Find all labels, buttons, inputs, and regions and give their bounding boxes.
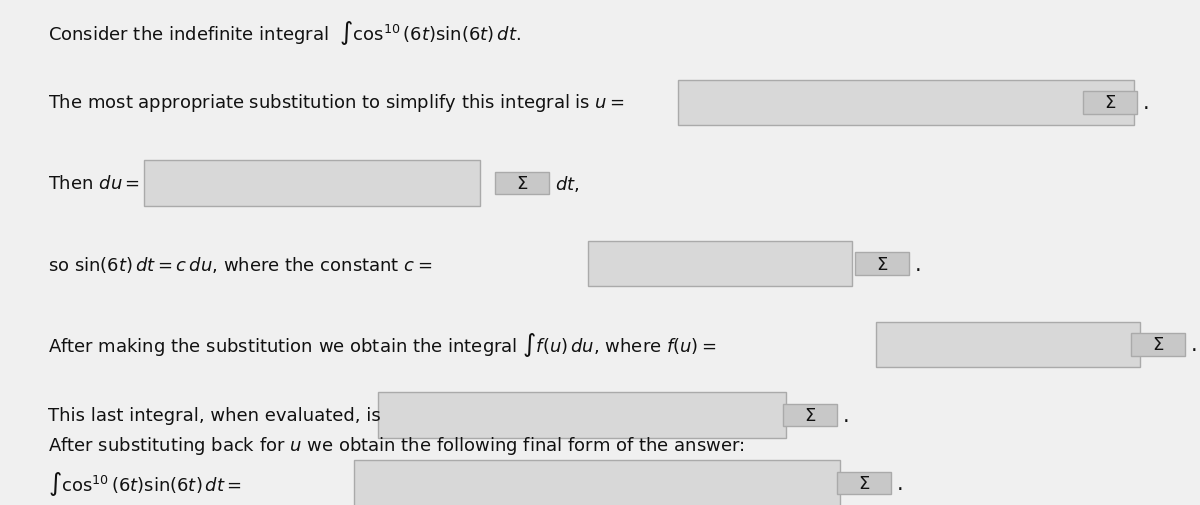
- FancyBboxPatch shape: [144, 161, 480, 206]
- Text: .: .: [896, 473, 904, 493]
- Text: $\Sigma$: $\Sigma$: [1104, 94, 1116, 112]
- Text: $\Sigma$: $\Sigma$: [804, 406, 816, 424]
- Text: $\int \cos^{10}(6t)\sin(6t)\,dt =$: $\int \cos^{10}(6t)\sin(6t)\,dt =$: [48, 469, 242, 497]
- FancyBboxPatch shape: [838, 472, 892, 494]
- FancyBboxPatch shape: [496, 172, 550, 195]
- Text: Then $du =$: Then $du =$: [48, 175, 140, 192]
- FancyBboxPatch shape: [854, 253, 910, 275]
- Text: The most appropriate substitution to simplify this integral is $u =$: The most appropriate substitution to sim…: [48, 92, 625, 114]
- FancyBboxPatch shape: [378, 392, 786, 438]
- FancyBboxPatch shape: [1084, 92, 1138, 115]
- FancyBboxPatch shape: [784, 403, 838, 426]
- FancyBboxPatch shape: [678, 80, 1134, 126]
- Text: .: .: [1190, 335, 1198, 355]
- Text: so $\sin(6t)\,dt = c\,du$, where the constant $c =$: so $\sin(6t)\,dt = c\,du$, where the con…: [48, 254, 432, 274]
- FancyBboxPatch shape: [1132, 333, 1186, 356]
- Text: After substituting back for $u$ we obtain the following final form of the answer: After substituting back for $u$ we obtai…: [48, 434, 745, 456]
- Text: $\Sigma$: $\Sigma$: [858, 474, 870, 492]
- Text: .: .: [842, 405, 850, 425]
- Text: This last integral, when evaluated, is: This last integral, when evaluated, is: [48, 406, 380, 424]
- FancyBboxPatch shape: [876, 322, 1140, 367]
- Text: Consider the indefinite integral  $\int \cos^{10}(6t)\sin(6t)\,dt.$: Consider the indefinite integral $\int \…: [48, 19, 521, 46]
- FancyBboxPatch shape: [588, 241, 852, 287]
- FancyBboxPatch shape: [354, 460, 840, 505]
- Text: .: .: [1142, 93, 1150, 113]
- Text: $\Sigma$: $\Sigma$: [876, 255, 888, 273]
- Text: $\Sigma$: $\Sigma$: [516, 175, 528, 192]
- Text: .: .: [916, 254, 922, 274]
- Text: After making the substitution we obtain the integral $\int f(u)\,du$, where $f(u: After making the substitution we obtain …: [48, 331, 716, 359]
- Text: $\Sigma$: $\Sigma$: [1152, 336, 1164, 354]
- Text: $dt,$: $dt,$: [554, 174, 580, 193]
